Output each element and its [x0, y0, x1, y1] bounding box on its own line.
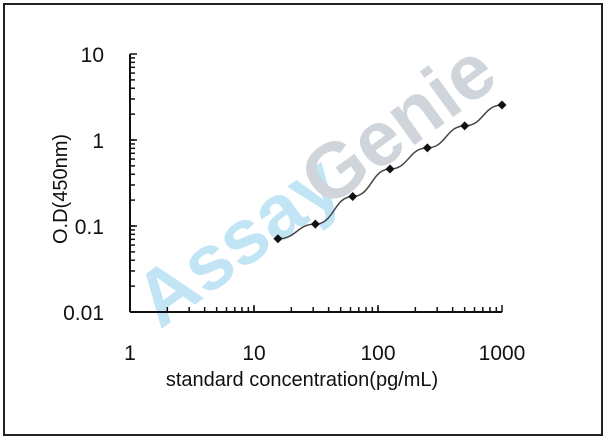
data-point-marker	[422, 143, 432, 153]
watermark: Assay Genie	[118, 25, 511, 344]
data-series	[273, 100, 507, 244]
y-tick-labels: 10 1 0.1 0.01	[63, 44, 104, 325]
chart-frame	[3, 3, 603, 436]
axes	[129, 53, 503, 313]
data-point-marker	[497, 100, 507, 110]
data-point-marker	[460, 121, 470, 131]
y-tick-label: 0.01	[63, 302, 104, 325]
x-tick-labels: 1 10 100 1000	[124, 342, 525, 365]
x-axis-title: standard concentration(pg/mL)	[166, 369, 438, 391]
x-tick-label: 1	[124, 342, 136, 365]
watermark-genie: Genie	[284, 25, 511, 224]
data-point-marker	[348, 192, 358, 202]
x-tick-label: 10	[242, 342, 265, 365]
data-point-marker	[310, 219, 320, 229]
y-tick-label: 10	[81, 44, 104, 67]
y-tick-label: 0.1	[75, 216, 104, 239]
data-point-marker	[385, 164, 395, 174]
y-tick-label: 1	[92, 130, 104, 153]
data-point-marker	[273, 234, 283, 244]
x-tick-label: 100	[360, 342, 395, 365]
x-tick-label: 1000	[479, 342, 526, 365]
y-axis-title: O.D(450nm)	[50, 134, 72, 244]
